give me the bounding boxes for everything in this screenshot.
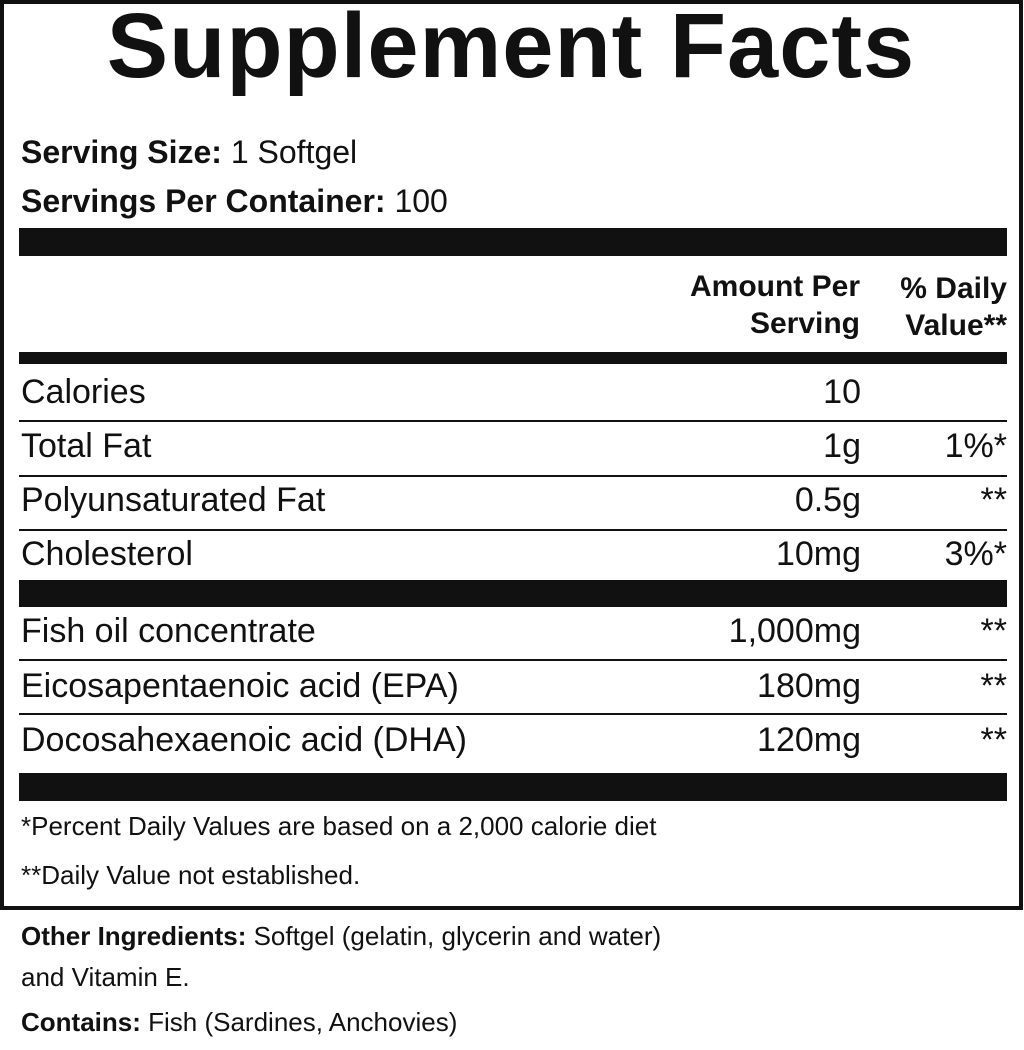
daily-value-header: % Daily Value** (900, 270, 1007, 344)
row-divider (19, 713, 1007, 715)
nutrient-row: Polyunsaturated Fat 0.5g ** (21, 481, 1007, 521)
other-ingredients-label: Other Ingredients: (21, 921, 247, 951)
nutrient-row: Docosahexaenoic acid (DHA) 120mg ** (21, 721, 1007, 761)
nutrient-row: Eicosapentaenoic acid (EPA) 180mg ** (21, 667, 1007, 707)
row-divider (19, 659, 1007, 661)
header-line: Serving (749, 307, 860, 340)
contains-value: Fish (Sardines, Anchovies) (148, 1007, 458, 1037)
header-line: % Daily (900, 272, 1007, 305)
nutrient-amount: 1,000mg (728, 612, 861, 650)
nutrient-amount: 10 (823, 373, 861, 411)
footnote-percent-dv: *Percent Daily Values are based on a 2,0… (21, 811, 657, 841)
servings-per-container-value: 100 (394, 183, 448, 219)
header-line: Value** (905, 309, 1007, 342)
other-ingredients-continued: and Vitamin E. (21, 962, 190, 992)
nutrient-dv: 3%* (944, 535, 1007, 573)
nutrient-amount: 1g (823, 427, 861, 465)
serving-size-value: 1 Softgel (230, 134, 358, 170)
nutrient-dv: ** (980, 667, 1007, 705)
nutrient-row: Calories 10 (21, 373, 1007, 413)
medium-divider (19, 352, 1007, 364)
nutrient-row: Fish oil concentrate 1,000mg ** (21, 612, 1007, 652)
servings-per-container: Servings Per Container: 100 (21, 183, 448, 220)
nutrient-name: Fish oil concentrate (21, 612, 316, 650)
thick-divider (19, 580, 1007, 607)
footnote-dv-not-established: **Daily Value not established. (21, 860, 361, 890)
nutrient-name: Calories (21, 373, 146, 411)
nutrient-name: Total Fat (21, 427, 152, 465)
other-ingredients: Other Ingredients: Softgel (gelatin, gly… (21, 921, 661, 952)
nutrient-dv: ** (980, 481, 1007, 519)
other-ingredients-value: Softgel (gelatin, glycerin and water) (253, 921, 662, 951)
servings-per-container-label: Servings Per Container: (21, 183, 386, 219)
nutrient-dv: ** (980, 612, 1007, 650)
nutrient-name: Polyunsaturated Fat (21, 481, 326, 519)
allergen-contains: Contains: Fish (Sardines, Anchovies) (21, 1007, 457, 1038)
nutrient-dv: 1%* (944, 427, 1007, 465)
serving-size-label: Serving Size: (21, 134, 222, 170)
row-divider (19, 475, 1007, 477)
nutrient-name: Cholesterol (21, 535, 193, 573)
nutrient-dv: ** (980, 721, 1007, 759)
nutrient-amount: 120mg (757, 721, 861, 759)
panel-title: Supplement Facts (106, 0, 916, 97)
nutrient-amount: 0.5g (794, 481, 861, 519)
header-line: Amount Per (689, 270, 860, 303)
nutrient-row: Total Fat 1g 1%* (21, 427, 1007, 467)
nutrient-name: Docosahexaenoic acid (DHA) (21, 721, 467, 759)
nutrient-name: Eicosapentaenoic acid (EPA) (21, 667, 459, 705)
amount-per-serving-header: Amount Per Serving (690, 268, 860, 342)
supplement-facts-panel (0, 0, 1023, 910)
row-divider (19, 420, 1007, 422)
serving-size: Serving Size: 1 Softgel (21, 134, 357, 171)
thick-divider (19, 773, 1007, 801)
thick-divider (19, 228, 1007, 256)
nutrient-row: Cholesterol 10mg 3%* (21, 535, 1007, 575)
nutrient-amount: 180mg (757, 667, 861, 705)
row-divider (19, 529, 1007, 531)
nutrient-amount: 10mg (775, 535, 861, 573)
contains-label: Contains: (21, 1007, 141, 1037)
